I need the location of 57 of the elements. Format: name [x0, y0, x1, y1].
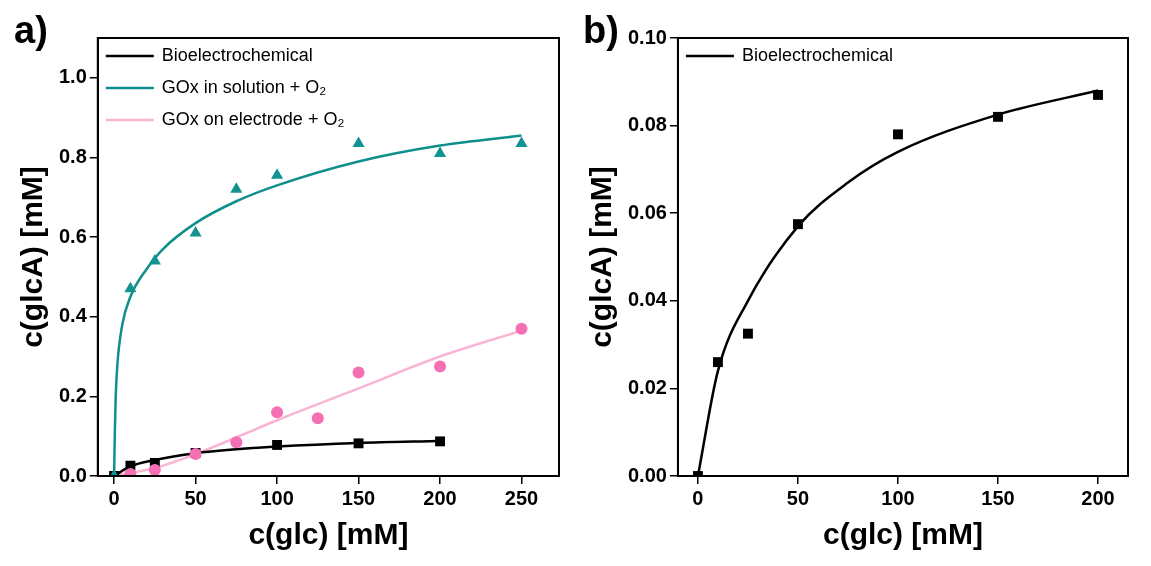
y-axis-title: c(glcA) [mM]	[15, 166, 49, 348]
point	[793, 219, 803, 230]
x-tick-label: 50	[786, 486, 810, 509]
point	[230, 182, 243, 193]
point	[148, 464, 161, 476]
y-tick-label: 1.0	[58, 65, 87, 88]
point	[742, 328, 753, 339]
point	[893, 129, 903, 140]
legend-label: Bioelectrochemical	[741, 44, 893, 65]
point	[148, 253, 161, 265]
x-tick-label: 0	[692, 486, 704, 509]
x-tick-label: 250	[504, 486, 539, 509]
x-axis-title: c(glc) [mM]	[822, 517, 983, 551]
y-tick-label: 0.10	[627, 25, 667, 48]
x-tick-label: 200	[1081, 486, 1115, 509]
y-tick-label: 0.2	[58, 383, 87, 406]
y-tick-label: 0.00	[627, 463, 667, 486]
text: b)	[583, 9, 619, 52]
text: a)	[14, 9, 48, 52]
point	[434, 360, 447, 373]
point	[124, 281, 137, 293]
x-tick-label: 50	[184, 486, 207, 509]
point	[353, 438, 364, 449]
legend-label: Bioelectrochemical	[161, 44, 313, 65]
point	[352, 366, 365, 379]
point	[311, 412, 324, 425]
point	[433, 146, 447, 157]
legend-label: GOx on electrode + O₂	[161, 108, 345, 129]
x-tick-label: 150	[981, 486, 1015, 509]
x-tick-label: 150	[341, 486, 376, 509]
point	[271, 168, 284, 179]
x-tick-label: 100	[260, 486, 294, 509]
point	[271, 406, 284, 419]
point	[993, 111, 1003, 122]
y-tick-label: 0.02	[627, 375, 667, 398]
y-tick-label: 0.08	[627, 113, 667, 136]
x-tick-label: 0	[108, 486, 120, 509]
point	[1093, 89, 1103, 100]
x-tick-label: 200	[423, 486, 457, 509]
point	[435, 436, 445, 447]
y-tick-label: 0.04	[627, 288, 668, 311]
legend-label: GOx in solution + O₂	[161, 76, 327, 97]
point	[352, 136, 365, 148]
y-tick-label: 0.0	[58, 463, 87, 486]
y-axis-title: c(glcA) [mM]	[584, 166, 618, 348]
y-tick-label: 0.6	[58, 224, 87, 247]
y-tick-label: 0.8	[58, 144, 87, 167]
point	[272, 439, 283, 450]
point	[712, 357, 723, 368]
point	[189, 226, 202, 237]
point	[515, 322, 528, 335]
x-tick-label: 100	[881, 486, 915, 509]
y-tick-label: 0.4	[58, 304, 88, 327]
x-axis-title: c(glc) [mM]	[248, 517, 409, 551]
point	[230, 436, 243, 449]
point	[515, 136, 528, 148]
y-tick-label: 0.06	[627, 200, 667, 223]
